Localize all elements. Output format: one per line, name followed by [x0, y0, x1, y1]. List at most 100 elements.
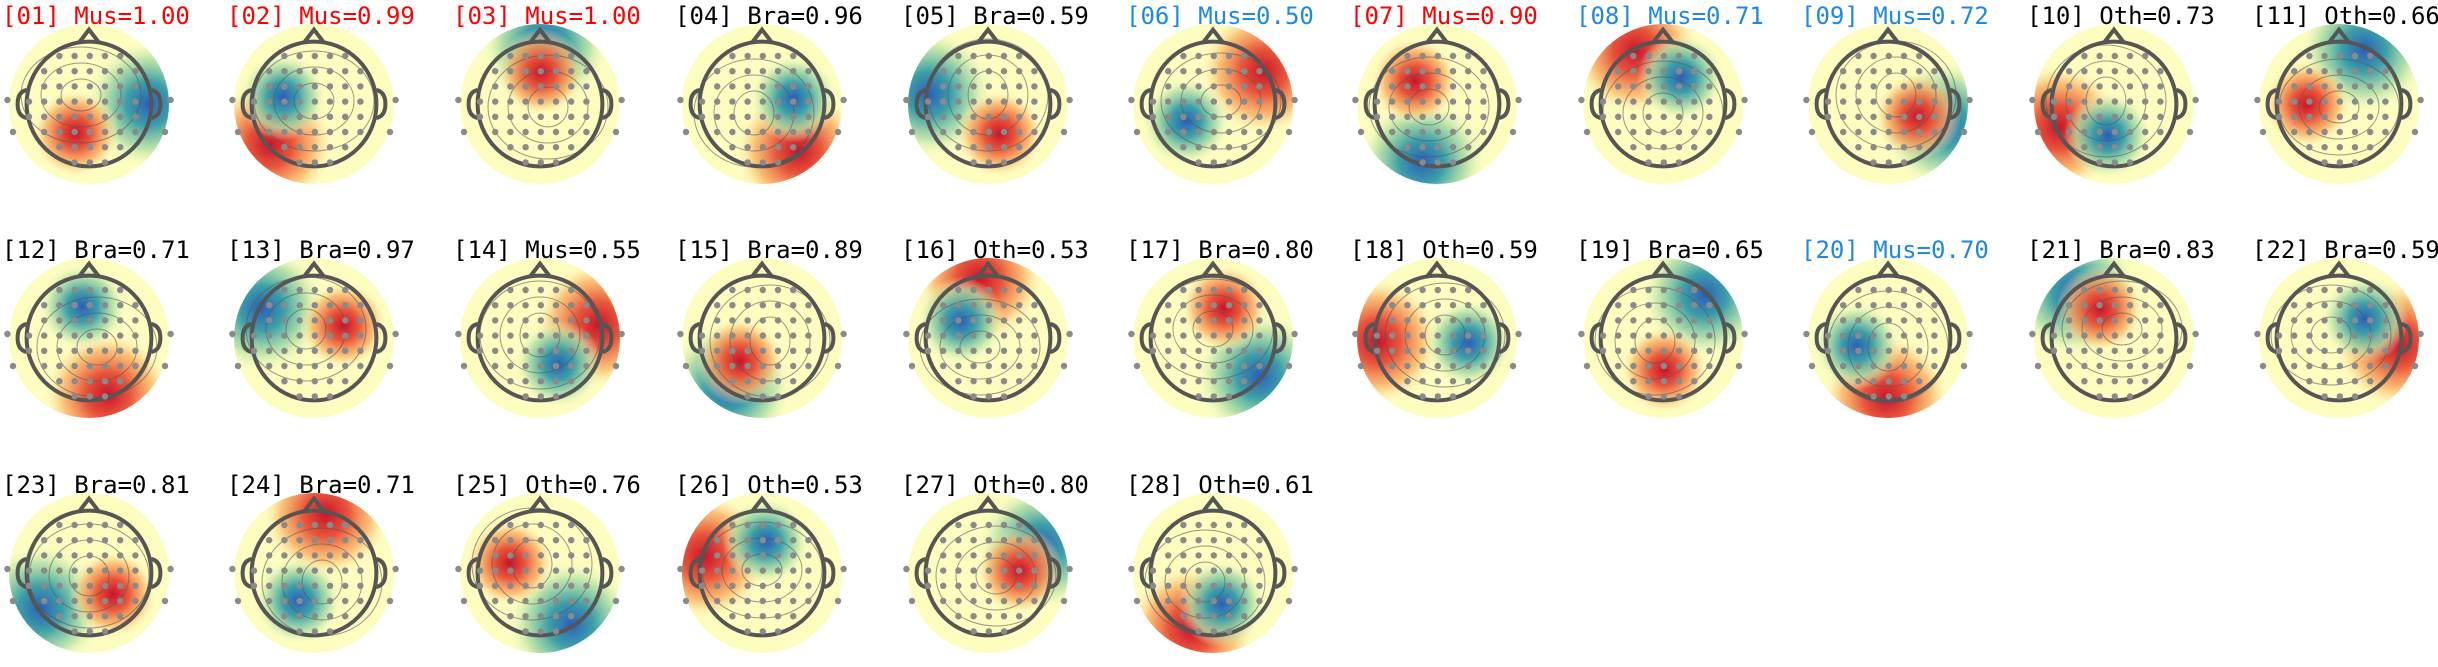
- electrode: [2275, 98, 2283, 105]
- electrode: [1840, 128, 1847, 136]
- electrode: [840, 330, 847, 338]
- electrode: [342, 302, 349, 309]
- electrode: [296, 537, 303, 544]
- electrode: [2142, 83, 2149, 90]
- electrode: [1016, 582, 1023, 589]
- electrode: [774, 302, 782, 309]
- electrode: [311, 393, 318, 400]
- electrode: [311, 144, 318, 151]
- electrode: [357, 347, 364, 354]
- electrode: [1256, 362, 1263, 370]
- electrode: [2382, 317, 2389, 324]
- electrode: [790, 144, 797, 151]
- component: [02] Mus=0.99: [227, 2, 415, 184]
- electrode: [774, 628, 782, 635]
- electrode: [1449, 98, 1457, 105]
- topomap-blob: [1142, 77, 1231, 166]
- electrode: [2382, 68, 2389, 75]
- electrode: [522, 582, 529, 589]
- electrode: [25, 582, 33, 589]
- component: [07] Mus=0.90: [1350, 2, 1538, 184]
- electrode: [342, 286, 349, 294]
- electrode: [744, 597, 751, 605]
- electrode: [1195, 98, 1202, 105]
- electrode: [25, 567, 33, 574]
- electrode: [1966, 330, 1973, 338]
- electrode: [2291, 83, 2298, 90]
- electrode: [537, 302, 544, 309]
- electrode: [1691, 347, 1698, 354]
- electrode: [1840, 98, 1847, 105]
- electrode: [729, 113, 736, 121]
- electrode: [1931, 113, 1938, 121]
- electrode: [790, 113, 797, 121]
- electrode: [1066, 565, 1073, 573]
- electrode: [552, 521, 560, 529]
- electrode: [698, 567, 706, 574]
- electrode: [537, 362, 544, 370]
- contour: [749, 316, 791, 366]
- ear-left: [2040, 88, 2053, 120]
- electrode: [357, 567, 364, 574]
- electrode: [296, 628, 303, 635]
- electrode: [955, 567, 962, 574]
- electrode: [537, 567, 544, 574]
- electrode: [1434, 317, 1442, 324]
- electrode: [1016, 144, 1023, 151]
- electrode: [1515, 330, 1522, 338]
- electrode: [507, 68, 514, 75]
- topomap: [9, 24, 169, 184]
- electrode: [132, 347, 139, 354]
- electrode: [2157, 98, 2164, 105]
- electrode: [955, 302, 962, 309]
- electrode: [985, 597, 992, 605]
- electrode: [1285, 597, 1293, 605]
- electrode: [774, 362, 782, 370]
- electrode: [729, 597, 736, 605]
- electrode: [250, 113, 258, 121]
- electrode: [744, 144, 751, 151]
- electrode: [1509, 128, 1517, 136]
- electrode: [1691, 144, 1698, 151]
- electrode: [1000, 597, 1008, 605]
- electrode: [522, 362, 529, 370]
- electrode: [1389, 68, 1396, 75]
- electrode: [2096, 332, 2103, 339]
- electrode: [117, 582, 124, 589]
- electrode: [1000, 521, 1008, 529]
- electrode: [1465, 83, 1472, 90]
- electrode: [2096, 144, 2103, 151]
- electrode: [2336, 68, 2343, 75]
- electrode: [1195, 393, 1202, 400]
- ear-right: [150, 557, 163, 589]
- contour: [1164, 545, 1246, 619]
- head-outline: [697, 273, 827, 403]
- electrode: [744, 378, 751, 385]
- electrode: [2142, 302, 2149, 309]
- electrode: [1016, 378, 1023, 385]
- electrode: [2321, 378, 2328, 385]
- electrode: [56, 83, 63, 90]
- electrode: [1357, 128, 1365, 136]
- electrode: [132, 83, 139, 90]
- electrode: [342, 332, 349, 339]
- electrode: [1885, 52, 1893, 60]
- contour: [301, 559, 343, 605]
- electrode: [101, 128, 109, 136]
- electrode: [281, 537, 288, 544]
- electrode: [1840, 332, 1847, 339]
- electrode: [1870, 68, 1877, 75]
- electrode: [790, 52, 797, 60]
- contour: [1408, 88, 1450, 126]
- electrode: [2254, 96, 2261, 104]
- electrode: [2111, 317, 2118, 324]
- electrode: [1449, 302, 1457, 309]
- electrode: [2336, 317, 2343, 324]
- electrode: [1599, 113, 1607, 121]
- electrode: [1840, 317, 1847, 324]
- electrode: [1916, 98, 1923, 105]
- ear-left: [1139, 557, 1152, 589]
- electrode: [492, 537, 499, 544]
- ear-right: [150, 322, 163, 354]
